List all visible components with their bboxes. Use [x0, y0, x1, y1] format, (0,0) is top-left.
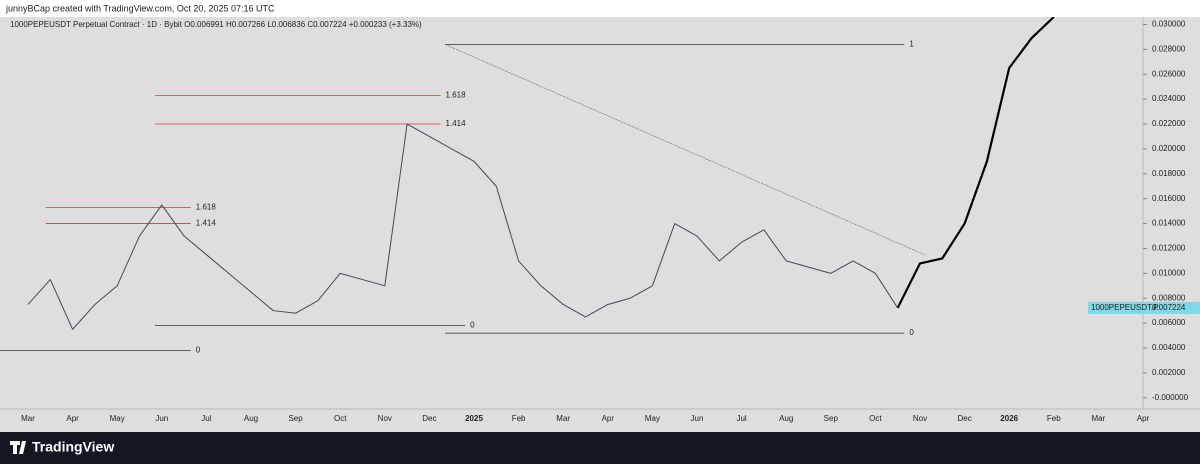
x-tick-label: Mar	[556, 414, 570, 423]
x-tick-label: 2026	[1000, 414, 1018, 423]
x-tick-label: Nov	[913, 414, 927, 423]
x-tick-label: Oct	[869, 414, 882, 423]
x-tick-label: Sep	[824, 414, 839, 423]
y-tick-label: 0.022000	[1152, 119, 1186, 128]
x-tick-label: Feb	[1047, 414, 1061, 423]
footer	[0, 432, 1200, 464]
x-tick-label: Nov	[378, 414, 392, 423]
fib-label: 1.414	[446, 119, 467, 128]
x-tick-label: Dec	[422, 414, 436, 423]
x-tick-label: Sep	[288, 414, 303, 423]
price-badge-value: 0.007224	[1152, 303, 1186, 312]
x-tick-label: Jul	[736, 414, 746, 423]
y-tick-label: 0.030000	[1152, 20, 1186, 29]
logo-icon	[10, 441, 26, 454]
x-tick-label: May	[645, 414, 660, 423]
fib-label: 0	[470, 321, 475, 330]
price-line	[896, 17, 1055, 309]
plot: 1.618 1.414 1 0 1.618 1.414 0 0	[0, 17, 1055, 355]
y-tick-label: 0.020000	[1152, 144, 1186, 153]
trendline	[444, 44, 925, 256]
brand: TradingView	[32, 439, 114, 455]
price-badge-name: 1000PEPEUSDT.P	[1091, 303, 1159, 312]
y-tick-label: 0.028000	[1152, 44, 1186, 53]
fib-label: 0	[909, 328, 914, 337]
credit: junnyBCap created with TradingView.com, …	[5, 3, 275, 13]
y-tick-label: 0.026000	[1152, 69, 1186, 78]
fib-label: 1.414	[196, 219, 217, 228]
y-tick-label: 0.014000	[1152, 219, 1186, 228]
x-tick-label: Jun	[691, 414, 704, 423]
y-tick-label: 0.018000	[1152, 169, 1186, 178]
fib-label: 1	[909, 39, 914, 48]
legend: 1000PEPEUSDT Perpetual Contract · 1D · B…	[10, 20, 422, 29]
credit-bar	[0, 0, 1200, 17]
x-tick-label: Mar	[1092, 414, 1106, 423]
x-tick-label: Mar	[21, 414, 35, 423]
x-tick-label: 2025	[465, 414, 483, 423]
x-tick-label: Apr	[66, 414, 79, 423]
y-tick-label: -0.000000	[1152, 393, 1189, 402]
y-tick-label: 0.004000	[1152, 343, 1186, 352]
x-tick-label: Aug	[779, 414, 793, 423]
fib-label: 1.618	[196, 203, 217, 212]
price-line	[27, 123, 899, 330]
x-tick-label: Jul	[201, 414, 211, 423]
y-tick-label: 0.002000	[1152, 368, 1186, 377]
x-tick-label: Aug	[244, 414, 258, 423]
x-tick-label: May	[110, 414, 125, 423]
y-tick-label: 0.006000	[1152, 318, 1186, 327]
y-tick-label: 0.016000	[1152, 194, 1186, 203]
y-tick-label: 0.024000	[1152, 94, 1186, 103]
x-tick-label: Jun	[155, 414, 168, 423]
chart-bg	[0, 17, 1200, 432]
x-tick-label: Oct	[334, 414, 347, 423]
y-tick-label: 0.010000	[1152, 268, 1186, 277]
price-badge	[1088, 301, 1200, 314]
fib-label: 0	[196, 346, 201, 355]
y-tick-label: 0.008000	[1152, 293, 1186, 302]
y-tick-label: 0.012000	[1152, 244, 1186, 253]
fib-label: 1.618	[446, 91, 467, 100]
x-tick-label: Dec	[957, 414, 971, 423]
x-tick-label: Apr	[602, 414, 615, 423]
x-tick-label: Feb	[512, 414, 526, 423]
x-tick-label: Apr	[1137, 414, 1150, 423]
